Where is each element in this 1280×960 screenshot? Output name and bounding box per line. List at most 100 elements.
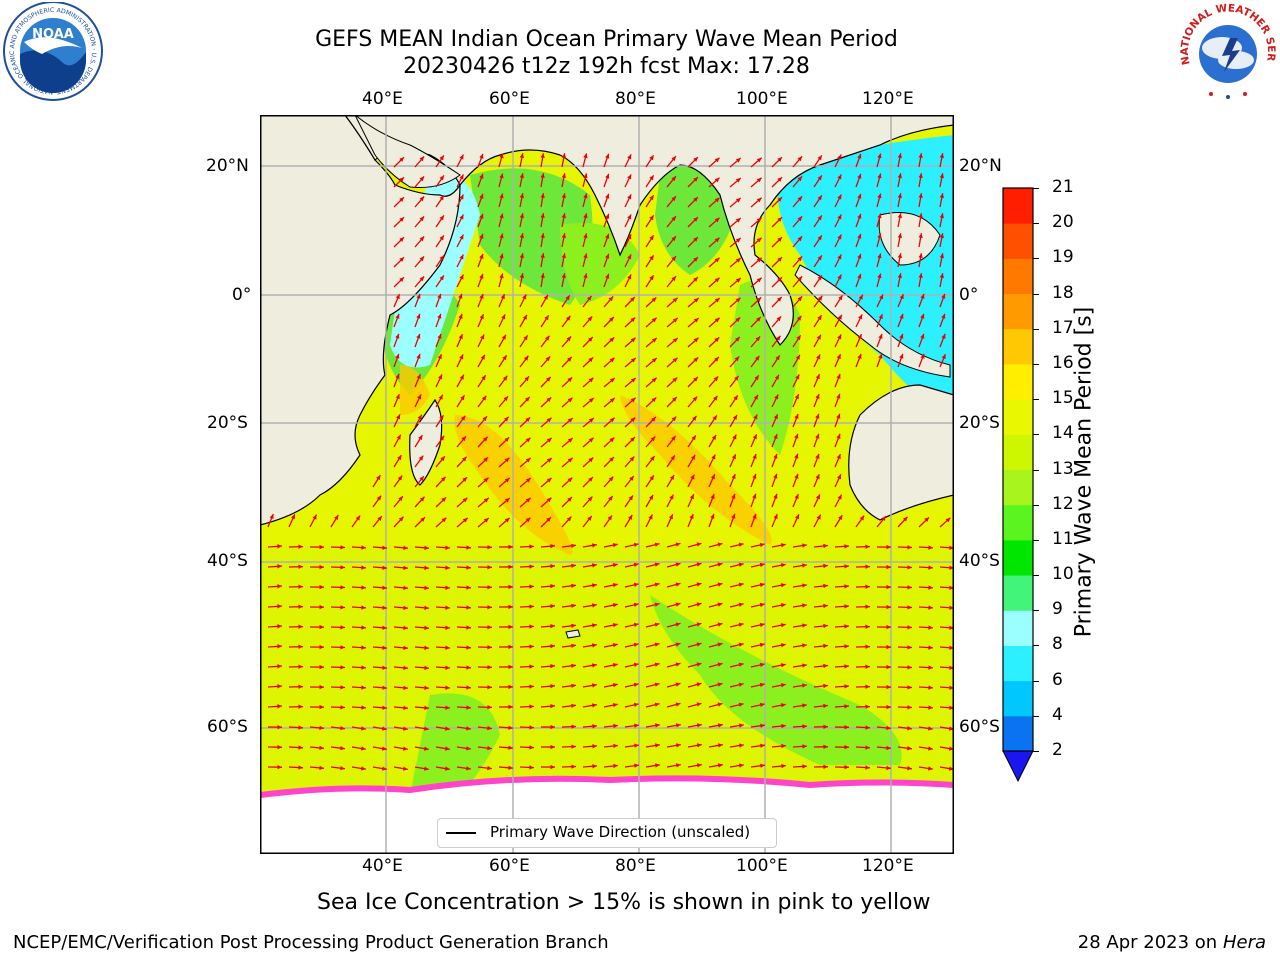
wave-arrow-head [672,297,678,303]
wave-arrow-head [918,173,923,178]
colorbar-tick-label: 10 [1052,564,1074,585]
wave-arrow-head [844,604,849,609]
wave-arrow-head [550,744,555,750]
wave-arrow-head [546,458,552,463]
wave-arrow-head [675,642,681,647]
wave-arrow-head [949,625,954,630]
wave-arrow-head [546,517,551,522]
wave-arrow-head [445,545,450,550]
wave-arrow-head [546,376,551,382]
wave-arrow-head [693,298,699,303]
wave-arrow-head [298,765,303,770]
wave-arrow-head [524,376,530,382]
wave-arrow-head [817,155,822,161]
wave-arrow-head [797,296,803,302]
kerguelen-island [565,629,581,639]
wave-arrow-head [649,155,654,161]
wave-arrow-head [399,277,404,282]
wave-arrow-head [696,542,702,547]
wave-arrow-head [671,435,676,441]
wave-arrow-head [651,417,656,422]
wave-arrow-head [458,293,463,299]
wave-arrow-head [796,315,802,321]
wave-arrow-head [735,238,741,243]
wave-arrow-head [865,765,870,770]
wave-arrow-head [710,513,715,519]
wave-arrow-head [445,645,450,650]
wave-arrow-head [340,685,345,690]
wave-arrow-head [752,454,757,459]
wave-arrow-head [566,516,572,522]
wave-arrow-head [815,453,820,459]
wave-arrow-head [437,333,442,339]
wave-arrow-head [627,174,632,180]
wave-arrow-head [445,625,450,630]
colorbar-tick-mark [1033,575,1039,577]
wave-arrow-head [361,705,366,710]
wave-arrow-head [718,743,723,748]
wave-arrow-head [543,294,548,300]
wave-arrow-head [886,584,891,590]
wave-arrow-head [319,564,324,570]
wave-arrow-head [759,702,765,708]
lon-tick-top: 120°E [862,89,914,109]
wave-arrow-head [802,683,807,688]
wave-arrow-head [445,585,450,590]
wave-arrow-head [437,293,442,299]
wave-arrow-head [886,664,891,670]
lon-tick-top: 80°E [615,89,656,109]
wave-arrow-head [319,725,324,730]
wave-arrow-head [902,516,908,522]
wave-arrow-head [907,726,912,731]
wave-arrow-head [675,702,681,707]
wave-arrow-head [734,356,740,362]
wave-arrow-head [424,665,429,670]
wave-arrow-head [382,766,387,771]
wave-arrow-head [817,315,822,321]
wave-arrow-head [544,315,549,321]
wave-arrow-head [823,543,828,549]
colorbar-band [1003,188,1033,224]
wave-arrow-head [340,605,345,610]
wave-arrow-head [865,745,870,750]
wave-arrow-head [588,357,594,363]
colorbar-tick-label: 13 [1052,458,1074,479]
wave-arrow-head [529,745,534,750]
wave-arrow-head [649,235,654,241]
wave-arrow-head [502,375,508,381]
wave-arrow-head [466,625,471,630]
wave-arrow-head [571,663,576,668]
wave-arrow-head [588,418,594,423]
wave-arrow-head [877,213,882,219]
wave-arrow-head [550,664,555,669]
wave-arrow-head [592,744,597,749]
wave-arrow-head [907,645,912,650]
lon-tick-bottom: 60°E [489,856,530,876]
wave-arrow-head [697,723,702,728]
wave-arrow-head [561,233,566,239]
wave-arrow-head [298,644,303,649]
lat-tick-right: 40°S [959,551,1000,571]
wave-arrow-head [690,474,695,480]
wave-arrow-head [633,582,639,587]
wave-arrow-head [877,153,882,159]
wave-arrow-head [838,295,843,301]
wave-arrow-head [439,255,444,261]
wave-arrow-head [712,415,717,421]
wave-arrow-head [361,685,366,690]
wave-arrow-head [672,318,678,323]
wave-arrow-head [714,177,720,183]
wave-arrow-head [487,625,492,630]
wave-arrow-head [759,682,765,688]
wave-arrow-head [277,644,282,649]
wave-arrow-head [755,355,760,361]
wave-arrow-head [837,234,842,240]
colorbar-band [1003,399,1033,435]
wave-arrow-head [857,334,862,340]
lat-tick-left: 40°S [207,551,248,571]
wave-arrow-head [877,273,882,279]
wave-arrow-head [319,544,324,550]
wave-arrow-head [382,545,387,550]
wave-arrow-head [571,744,576,749]
wave-arrow-head [501,314,506,320]
